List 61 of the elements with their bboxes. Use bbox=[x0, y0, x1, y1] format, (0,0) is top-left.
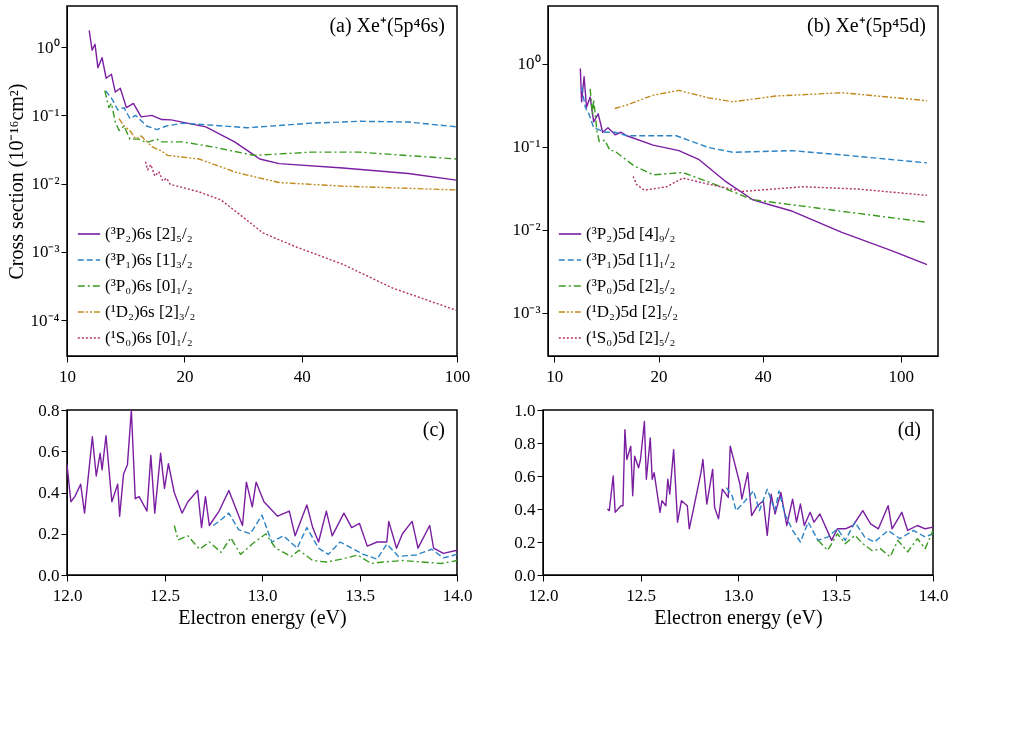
legend-label: (³P₁)5d [1]₁/₂ bbox=[586, 250, 676, 269]
legend-label: (³P₂)5d [4]₉/₂ bbox=[586, 224, 676, 243]
line-series bbox=[67, 410, 457, 555]
y-tick-label: 10⁻³ bbox=[512, 303, 541, 323]
x-tick-label: 40 bbox=[293, 366, 311, 386]
x-tick-label: 40 bbox=[754, 366, 772, 386]
y-tick-label: 0.6 bbox=[514, 466, 536, 486]
x-tick-label: 14.0 bbox=[442, 585, 473, 605]
y-axis-title: Cross section (10⁻¹⁶cm²) bbox=[4, 83, 28, 280]
legend-label: (¹D₂)5d [2]₅/₂ bbox=[586, 302, 679, 321]
y-tick-label: 0.8 bbox=[514, 433, 536, 453]
y-tick-label: 1.0 bbox=[514, 400, 536, 420]
y-tick-label: 10⁰ bbox=[36, 37, 60, 57]
y-tick-label: 10⁰ bbox=[517, 54, 541, 74]
y-tick-label: 10⁻³ bbox=[31, 242, 60, 262]
x-tick-label: 14.0 bbox=[918, 585, 949, 605]
y-tick-label: 10⁻² bbox=[31, 174, 60, 194]
y-tick-label: 0.8 bbox=[38, 400, 60, 420]
x-axis-title: Electron energy (eV) bbox=[178, 605, 347, 629]
legend-label: (¹D₂)6s [2]₃/₂ bbox=[105, 302, 196, 321]
legend-label: (³P₂)6s [2]₅/₂ bbox=[105, 224, 193, 243]
y-tick-label: 10⁻² bbox=[512, 220, 541, 240]
x-tick-label: 13.0 bbox=[723, 585, 754, 605]
x-tick-label: 12.0 bbox=[52, 585, 83, 605]
x-axis-title: Electron energy (eV) bbox=[654, 605, 823, 629]
x-tick-label: 100 bbox=[444, 366, 471, 386]
x-tick-label: 13.5 bbox=[821, 585, 851, 605]
annotation: (a) Xe⁺(5p⁴6s) bbox=[329, 14, 445, 37]
x-tick-label: 10 bbox=[59, 366, 76, 386]
y-tick-label: 0.0 bbox=[38, 565, 60, 585]
x-tick-label: 13.0 bbox=[247, 585, 278, 605]
annotation: (c) bbox=[422, 418, 445, 441]
line-series bbox=[725, 486, 933, 543]
y-tick-label: 0.4 bbox=[514, 499, 536, 519]
y-tick-label: 0.2 bbox=[514, 532, 536, 552]
legend-label: (¹S₀)6s [0]₁/₂ bbox=[105, 328, 193, 347]
x-tick-label: 12.5 bbox=[626, 585, 656, 605]
y-tick-label: 10⁻⁴ bbox=[30, 310, 60, 330]
legend-label: (¹S₀)5d [2]₅/₂ bbox=[586, 328, 676, 347]
y-tick-label: 0.6 bbox=[38, 441, 60, 461]
x-tick-label: 100 bbox=[888, 366, 915, 386]
x-tick-label: 10 bbox=[546, 366, 564, 386]
y-tick-label: 0.0 bbox=[514, 565, 536, 585]
legend-label: (³P₀)6s [0]₁/₂ bbox=[105, 276, 193, 295]
x-tick-label: 12.0 bbox=[528, 585, 559, 605]
x-tick-label: 13.5 bbox=[345, 585, 375, 605]
x-tick-label: 12.5 bbox=[150, 585, 180, 605]
line-series bbox=[817, 529, 933, 558]
legend-label: (³P₀)5d [2]₅/₂ bbox=[586, 276, 676, 295]
y-tick-label: 0.2 bbox=[38, 524, 60, 544]
line-series bbox=[606, 420, 933, 542]
annotation: (b) Xe⁺(5p⁴5d) bbox=[807, 14, 926, 37]
annotation: (d) bbox=[897, 418, 921, 441]
y-tick-label: 10⁻¹ bbox=[31, 105, 60, 125]
x-tick-label: 20 bbox=[176, 366, 194, 386]
y-tick-label: 0.4 bbox=[38, 483, 60, 502]
line-series bbox=[173, 524, 457, 565]
x-tick-label: 20 bbox=[650, 366, 668, 386]
y-tick-label: 10⁻¹ bbox=[512, 137, 541, 157]
legend-label: (³P₁)6s [1]₃/₂ bbox=[105, 250, 193, 269]
line-series bbox=[212, 512, 457, 560]
